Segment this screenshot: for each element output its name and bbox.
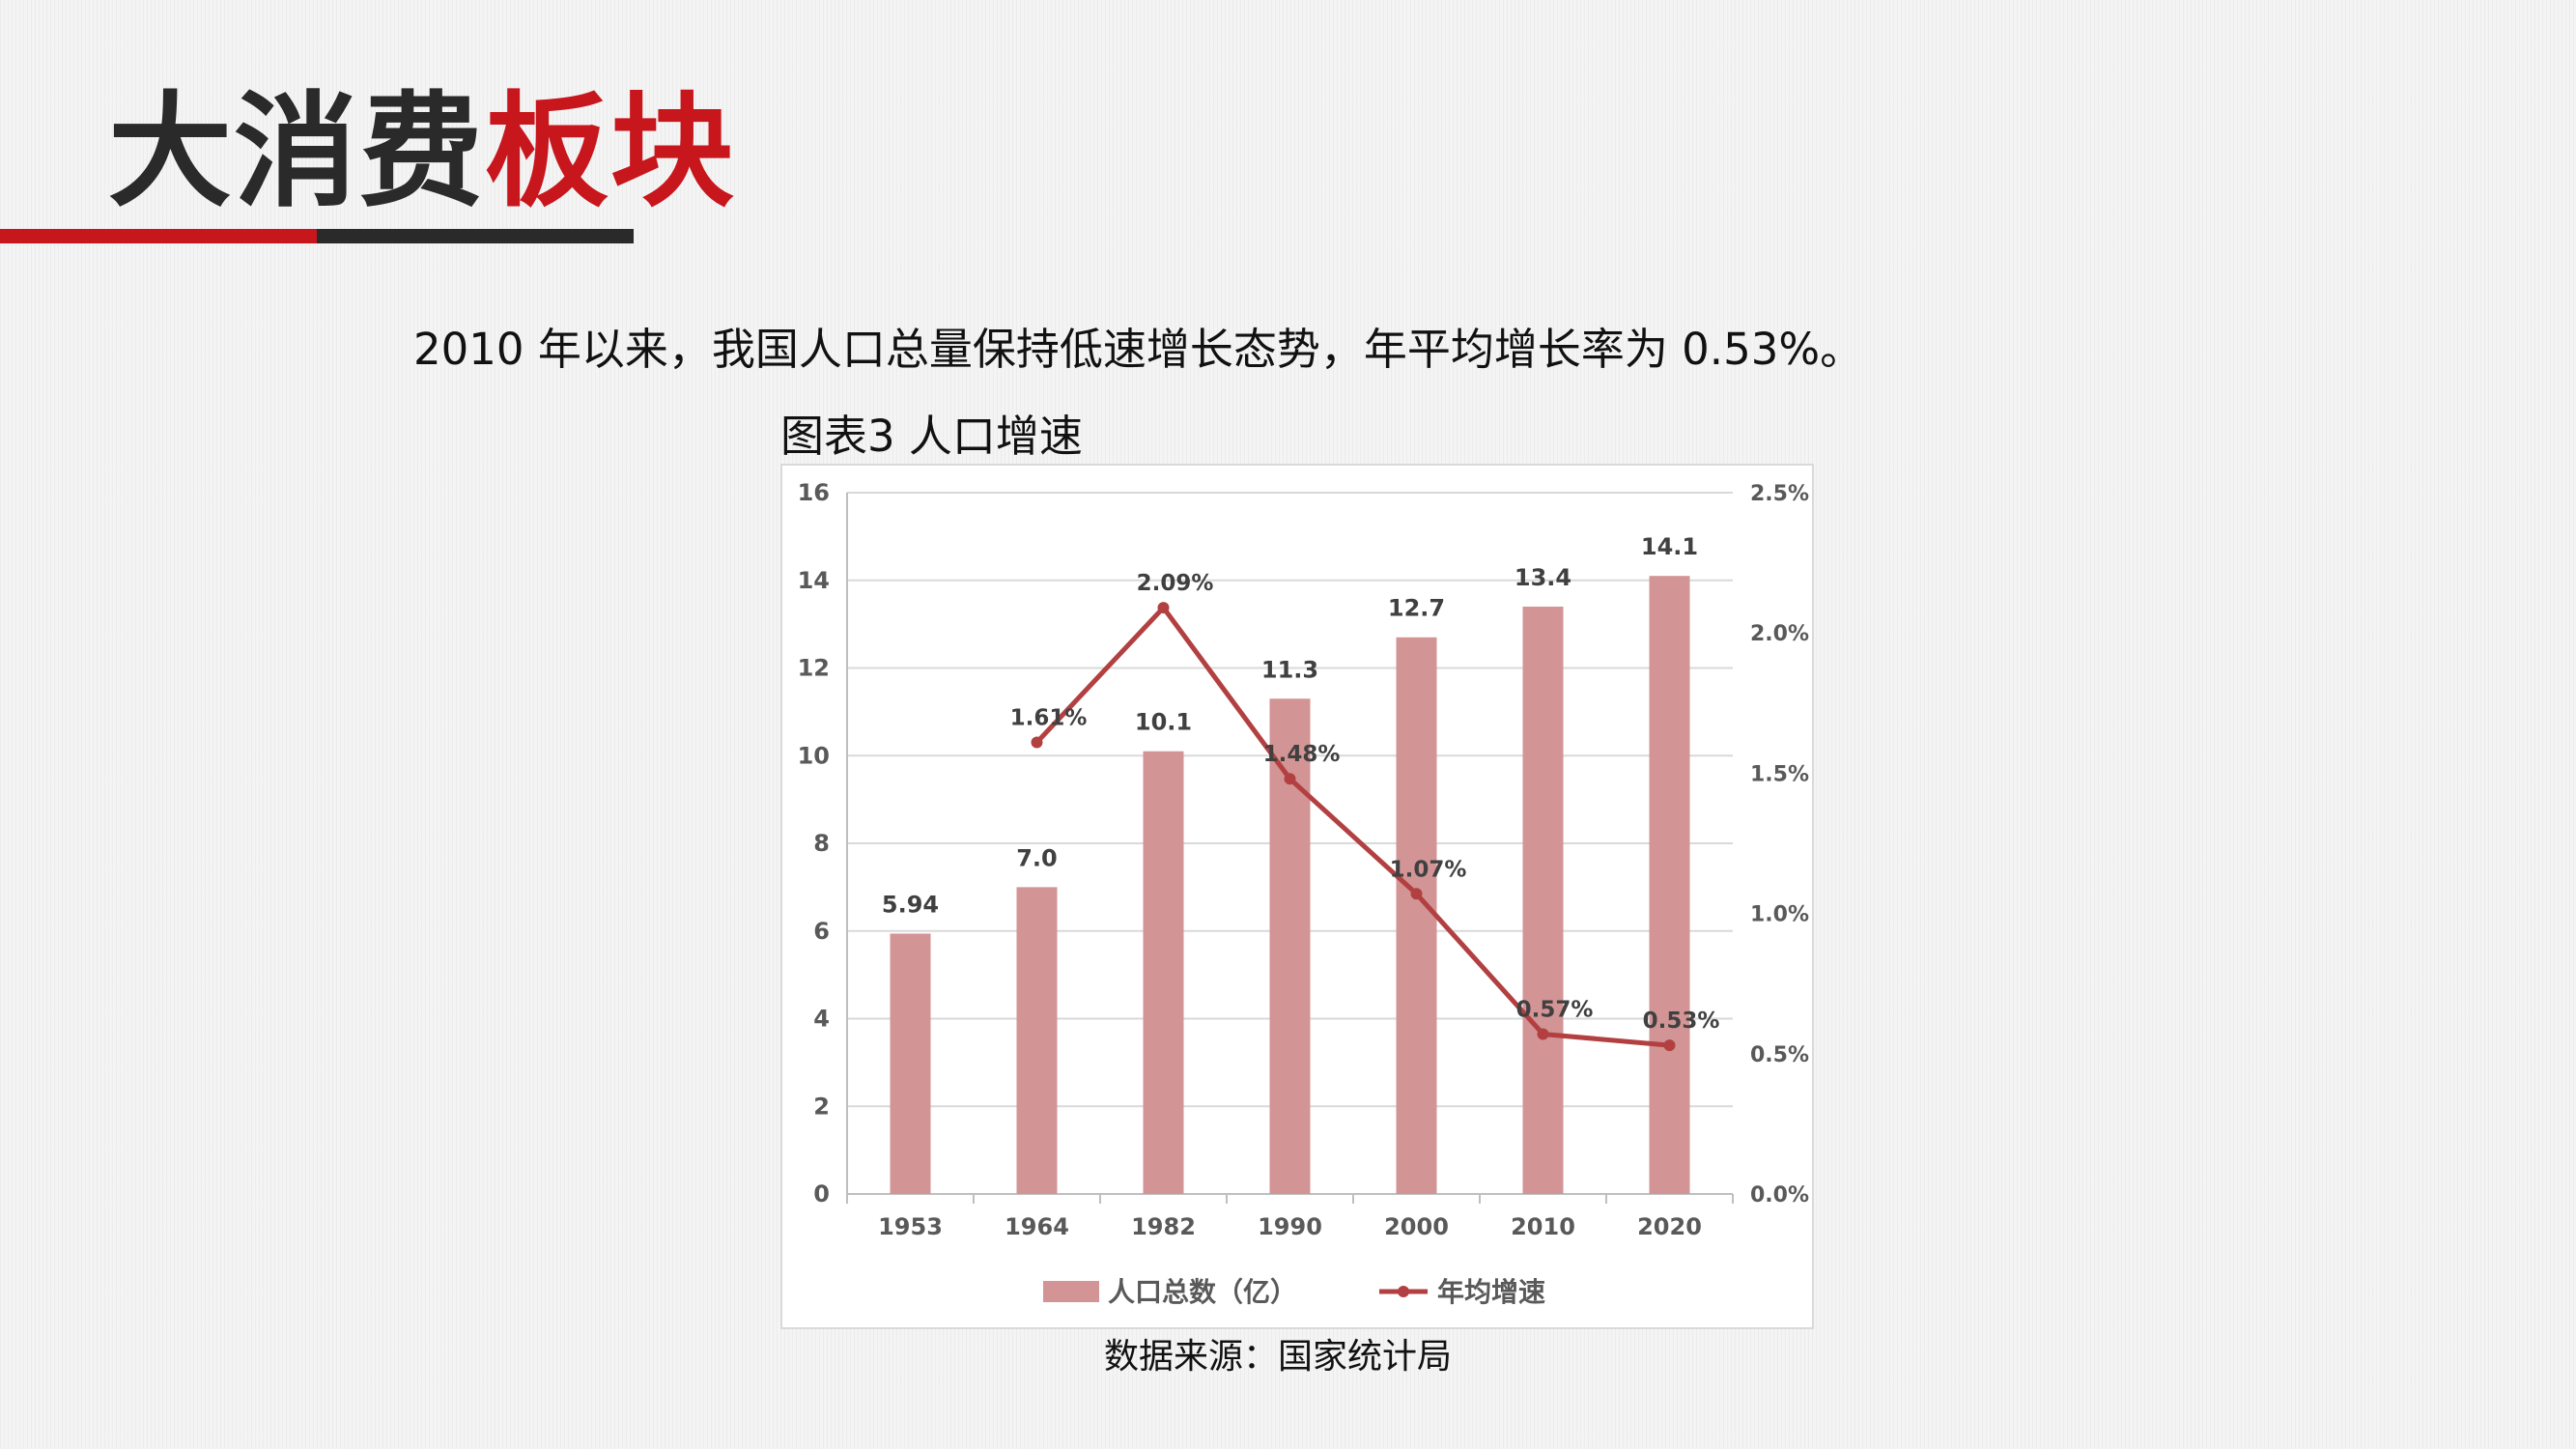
bar-data-label: 5.94 [882,891,939,918]
y2-tick-label: 1.5% [1750,762,1809,786]
data-source: 数据来源：国家统计局 [1104,1337,1453,1377]
line-data-label: 1.07% [1390,857,1467,882]
line-data-label: 1.48% [1263,742,1341,767]
bar [1396,637,1437,1194]
bar [1269,698,1311,1194]
x-tick-label: 2010 [1511,1213,1575,1240]
page-title-dark: 大消费 [108,80,486,224]
y-tick-label: 10 [798,742,830,769]
combo-chart: 0 2 4 6 8 10 12 14 16 0.0% 0.5% 1.0% 1.5% 2.0% 2.5% 195… [798,479,1809,1308]
x-tick-label: 1964 [1005,1213,1069,1240]
y-tick-label: 16 [798,479,830,506]
legend-swatch-bar [1043,1281,1099,1302]
page-title-red: 板块 [485,80,737,224]
bar-data-label: 11.3 [1261,656,1318,683]
bar [1016,887,1058,1194]
growth-point [1157,602,1170,614]
y2-tick-label: 2.0% [1750,622,1809,646]
legend-swatch-marker [1398,1286,1409,1297]
title-underline-dark [317,229,634,243]
growth-point [1031,736,1043,749]
y-tick-label: 0 [813,1180,830,1208]
bar-data-label: 12.7 [1388,595,1445,622]
y-tick-label: 6 [813,918,830,945]
line-data-label: 0.57% [1516,997,1594,1022]
bar [1522,606,1564,1194]
growth-point [1537,1028,1549,1040]
growth-point [1284,773,1296,785]
line-data-label: 1.61% [1010,705,1088,730]
growth-point [1410,888,1423,900]
y-tick-label: 2 [813,1093,830,1120]
y-tick-label: 8 [813,830,830,857]
y2-tick-label: 0.0% [1750,1183,1809,1208]
title-underline-red [0,229,317,243]
x-tick-label: 2000 [1384,1213,1449,1240]
x-tick-label: 2020 [1637,1213,1702,1240]
line-data-label: 2.09% [1137,571,1214,596]
x-tick-label: 1982 [1131,1213,1196,1240]
bar [890,933,931,1194]
x-tick-label: 1953 [878,1213,943,1240]
bar-data-label: 10.1 [1135,709,1192,736]
y-tick-label: 14 [798,567,830,594]
legend-label-line: 年均增速 [1437,1276,1545,1308]
subtitle: 2010 年以来，我国人口总量保持低速增长态势，年平均增长率为 0.53%。 [413,324,1864,375]
y2-tick-label: 1.0% [1750,903,1809,927]
y2-tick-label: 2.5% [1750,482,1809,506]
y-tick-label: 4 [813,1006,830,1033]
y-tick-label: 12 [798,655,830,682]
bar [1649,576,1690,1194]
growth-line [1034,605,1670,1048]
page-title: 大消费板块 [108,75,736,230]
bar-data-label: 7.0 [1016,844,1058,871]
bar-data-label: 14.1 [1641,533,1698,560]
x-tick-label: 1990 [1258,1213,1322,1240]
bar [1143,751,1184,1194]
growth-point [1663,1039,1676,1052]
figure-caption: 图表3 人口增速 [780,411,1083,462]
line-data-label: 0.53% [1643,1009,1720,1034]
chart-frame: 0 2 4 6 8 10 12 14 16 0.0% 0.5% 1.0% 1.5% 2.0% 2.5% 195… [780,464,1814,1329]
legend-label-bar: 人口总数（亿） [1108,1276,1297,1308]
y2-tick-label: 0.5% [1750,1043,1809,1067]
bar-data-label: 13.4 [1514,564,1571,591]
